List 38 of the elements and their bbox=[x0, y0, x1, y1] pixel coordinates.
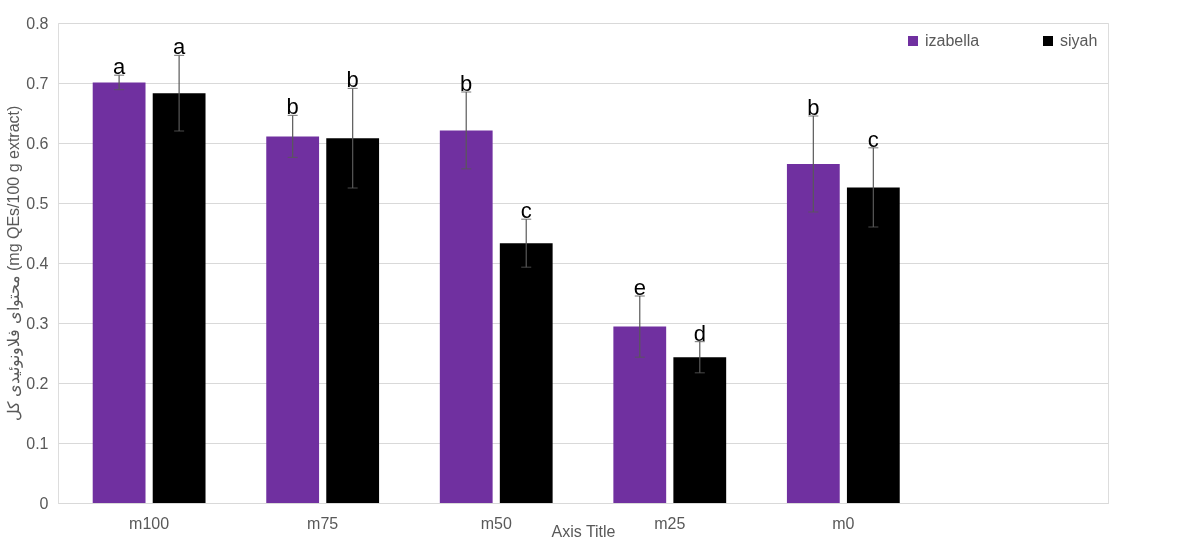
x-tick-label: m75 bbox=[307, 514, 339, 532]
bar bbox=[326, 138, 380, 503]
x-tick-label: m0 bbox=[832, 514, 855, 532]
data-label: d bbox=[693, 320, 706, 346]
legend-label: siyah bbox=[1060, 32, 1098, 49]
y-tick-label: 0.3 bbox=[26, 314, 49, 332]
legend-label: izabella bbox=[925, 32, 980, 49]
data-label: b bbox=[346, 67, 359, 93]
y-tick-label: 0.6 bbox=[26, 134, 49, 152]
x-tick-label: m50 bbox=[480, 514, 512, 532]
bar bbox=[673, 357, 727, 503]
data-label: b bbox=[460, 71, 473, 96]
x-tick-label: m25 bbox=[654, 514, 686, 532]
bar bbox=[152, 93, 206, 503]
data-label: a bbox=[172, 34, 186, 60]
y-tick-label: 0.1 bbox=[26, 434, 49, 452]
data-label: c bbox=[867, 126, 879, 152]
bar bbox=[786, 164, 840, 503]
data-label: b bbox=[807, 95, 820, 120]
y-tick-label: 0.5 bbox=[26, 194, 49, 212]
bar bbox=[266, 136, 320, 503]
y-tick-label: 0.8 bbox=[26, 14, 49, 32]
y-tick-label: 0.4 bbox=[26, 254, 49, 272]
data-label: e bbox=[633, 275, 646, 300]
data-label: b bbox=[286, 94, 299, 120]
bar bbox=[613, 326, 667, 503]
data-label: c bbox=[520, 198, 532, 224]
y-tick-label: 0.2 bbox=[26, 374, 49, 392]
bar bbox=[439, 130, 493, 503]
data-label: a bbox=[112, 54, 126, 80]
bar bbox=[92, 82, 146, 503]
x-tick-label: m100 bbox=[129, 514, 170, 532]
x-axis-title: Axis Title bbox=[551, 522, 616, 540]
bar bbox=[846, 187, 900, 503]
bar bbox=[499, 243, 553, 503]
y-tick-label: 0.7 bbox=[26, 74, 49, 92]
y-tick-label: 0 bbox=[39, 494, 49, 512]
y-axis-title: محتوای فلاونوئیدی کل (mg QEs/100 g extract) bbox=[5, 105, 24, 422]
